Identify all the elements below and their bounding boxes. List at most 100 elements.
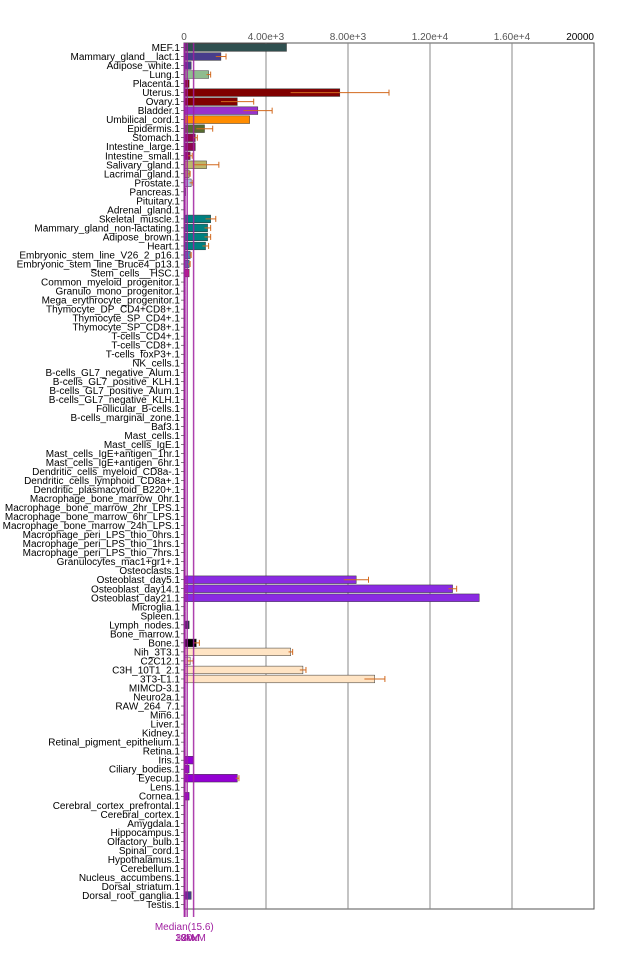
category-label: Liver.1 <box>151 720 181 731</box>
category-label: Salivary_gland.1 <box>106 160 180 171</box>
category-label: Stomach.1 <box>132 133 180 144</box>
category-label: Bladder.1 <box>138 106 181 117</box>
category-label: Pituitary.1 <box>136 196 180 207</box>
bar <box>183 674 375 684</box>
category-label: C2C12.1 <box>141 656 181 667</box>
category-label: MEF.1 <box>152 43 181 54</box>
category-label: Bone_marrow.1 <box>110 629 180 640</box>
category-label: Embryonic_stem_line_V26_2_p16.1 <box>19 250 180 261</box>
category-label: Nucleus_accumbens.1 <box>79 873 181 884</box>
category-label: Retinal_pigment_epithelium.1 <box>48 738 180 749</box>
category-label: Neuro2a.1 <box>133 693 180 704</box>
category-label: Epidermis.1 <box>127 124 180 135</box>
category-label: Lung.1 <box>149 70 180 81</box>
category-label: B-cells_marginal_zone.1 <box>70 413 180 424</box>
category-label: Umbilical_cord.1 <box>106 115 180 126</box>
category-label: Lacrimal_gland.1 <box>104 169 181 180</box>
category-label: Osteoblast_day5.1 <box>97 575 181 586</box>
category-label: T-cells_CD8+.1 <box>111 341 180 352</box>
category-label: Min6.1 <box>150 711 180 722</box>
category-label: Macrophage_peri_LPS_thio_7hrs.1 <box>23 548 181 559</box>
category-label: B-cells_GL7_positive_KLH.1 <box>53 377 181 388</box>
category-label: Pancreas.1 <box>129 187 180 198</box>
error-bars <box>187 53 458 782</box>
category-label: Macrophage_bone_marrow_24h_LPS.1 <box>3 521 181 532</box>
category-label: Mammary_gland__lact.1 <box>71 52 181 63</box>
category-label: RAW_264_7.1 <box>115 702 180 713</box>
bar <box>183 584 453 593</box>
category-label: Iris.1 <box>158 756 180 767</box>
category-label: Embryonic_stem_line_Bruce4_p13.1 <box>17 260 181 271</box>
category-label: Retina.1 <box>143 747 181 758</box>
bar <box>183 665 304 675</box>
category-label: Cerebral_cortex_prefrontal.1 <box>53 801 181 812</box>
category-labels: MEF.1Mammary_gland__lact.1Adipose_white.… <box>3 43 184 911</box>
category-label: C3H_10T1_2.1 <box>112 665 180 676</box>
category-label: Spleen.1 <box>141 611 181 622</box>
reference-line-label: Median(15.6) <box>155 922 214 933</box>
category-label: Mast_cells_IgE.1 <box>104 440 181 451</box>
category-label: NK_cells.1 <box>132 359 180 370</box>
x-tick-label: 0 <box>181 32 187 43</box>
category-label: Prostate.1 <box>134 178 180 189</box>
category-label: Baf3.1 <box>151 422 180 433</box>
category-label: Placenta.1 <box>133 79 181 90</box>
bar <box>183 52 222 61</box>
category-label: Testis.1 <box>146 900 180 911</box>
category-label: Mega_erythrocyte_progenitor.1 <box>42 296 181 307</box>
category-label: Uterus.1 <box>142 88 180 99</box>
bar <box>183 575 357 584</box>
category-label: Thymocyte_SP_CD8+.1 <box>72 323 180 334</box>
bar <box>183 43 287 52</box>
category-label: Thymocyte_SP_CD4+.1 <box>72 314 180 325</box>
category-label: Olfactory_bulb.1 <box>107 837 180 848</box>
category-label: Dorsal_root_ganglia.1 <box>82 891 180 902</box>
category-label: Common_myeloid_progenitor.1 <box>41 278 180 289</box>
category-label: Amygdala.1 <box>127 819 180 830</box>
category-label: T-cells_foxP3+.1 <box>106 350 181 361</box>
category-label: Microglia.1 <box>132 602 181 613</box>
category-label: Bone.1 <box>148 638 180 649</box>
category-label: Macrophage_peri_LPS_thio_1hrs.1 <box>23 539 181 550</box>
category-label: Intestine_large.1 <box>106 142 180 153</box>
category-label: Ciliary_bodies.1 <box>109 765 181 776</box>
category-label: Macrophage_peri_LPS_thio_0hrs.1 <box>23 530 181 541</box>
reference-line-label: 30xM <box>181 933 205 944</box>
category-label: MIMCD-3.1 <box>129 683 181 694</box>
category-label: 3T3-L1.1 <box>140 674 180 685</box>
category-label: Cerebellum.1 <box>121 864 181 875</box>
x-tick-label: 1.60e+4 <box>494 32 531 43</box>
category-label: Follicular_B-cells.1 <box>96 404 180 415</box>
category-label: Adipose_white.1 <box>107 61 181 72</box>
category-label: Skeletal_muscle.1 <box>99 214 181 225</box>
category-label: Granulo_mono_progenitor.1 <box>55 287 180 298</box>
category-label: Macrophage_bone_marrow_2hr_LPS.1 <box>5 503 181 514</box>
category-label: Dendritic_cells_lymphoid_CD8a+.1 <box>24 476 180 487</box>
category-label: Osteoblast_day14.1 <box>91 584 180 595</box>
category-label: T-cells_CD4+.1 <box>111 332 180 343</box>
category-label: Eyecup.1 <box>138 774 180 785</box>
reference-line-label: 10xM <box>175 933 199 944</box>
category-label: Mast_cells.1 <box>124 431 180 442</box>
x-tick-label: 8.00e+3 <box>330 32 367 43</box>
x-tick-label: 1.20e+4 <box>412 32 449 43</box>
category-label: Hippocampus.1 <box>111 828 181 839</box>
grid-lines <box>265 43 513 909</box>
category-label: Lymph_nodes.1 <box>109 620 180 631</box>
category-label: Granulocytes_mac1+gr1+.1 <box>57 557 181 568</box>
category-label: Intestine_small.1 <box>105 151 180 162</box>
category-label: Mast_cells_IgE+antigen_1hr.1 <box>46 449 181 460</box>
category-label: Stem_cells__HSC.1 <box>91 269 181 280</box>
category-label: B-cells_GL7_negative_Alum.1 <box>45 368 180 379</box>
category-label: Dendritic_plasmacytoid_B220+.1 <box>34 485 181 496</box>
bar <box>183 593 480 602</box>
category-label: Kidney.1 <box>142 729 181 740</box>
category-label: B-cells_GL7_negative_KLH.1 <box>49 395 181 406</box>
category-label: B-cells_GL7_positive_Alum.1 <box>49 386 180 397</box>
category-label: Ovary.1 <box>146 97 181 108</box>
category-label: Mammary_gland_non-lactating.1 <box>34 223 180 234</box>
category-label: Thymocyte_DP_CD4+CD8+.1 <box>46 305 180 316</box>
category-label: Osteoblast_day21.1 <box>91 593 180 604</box>
